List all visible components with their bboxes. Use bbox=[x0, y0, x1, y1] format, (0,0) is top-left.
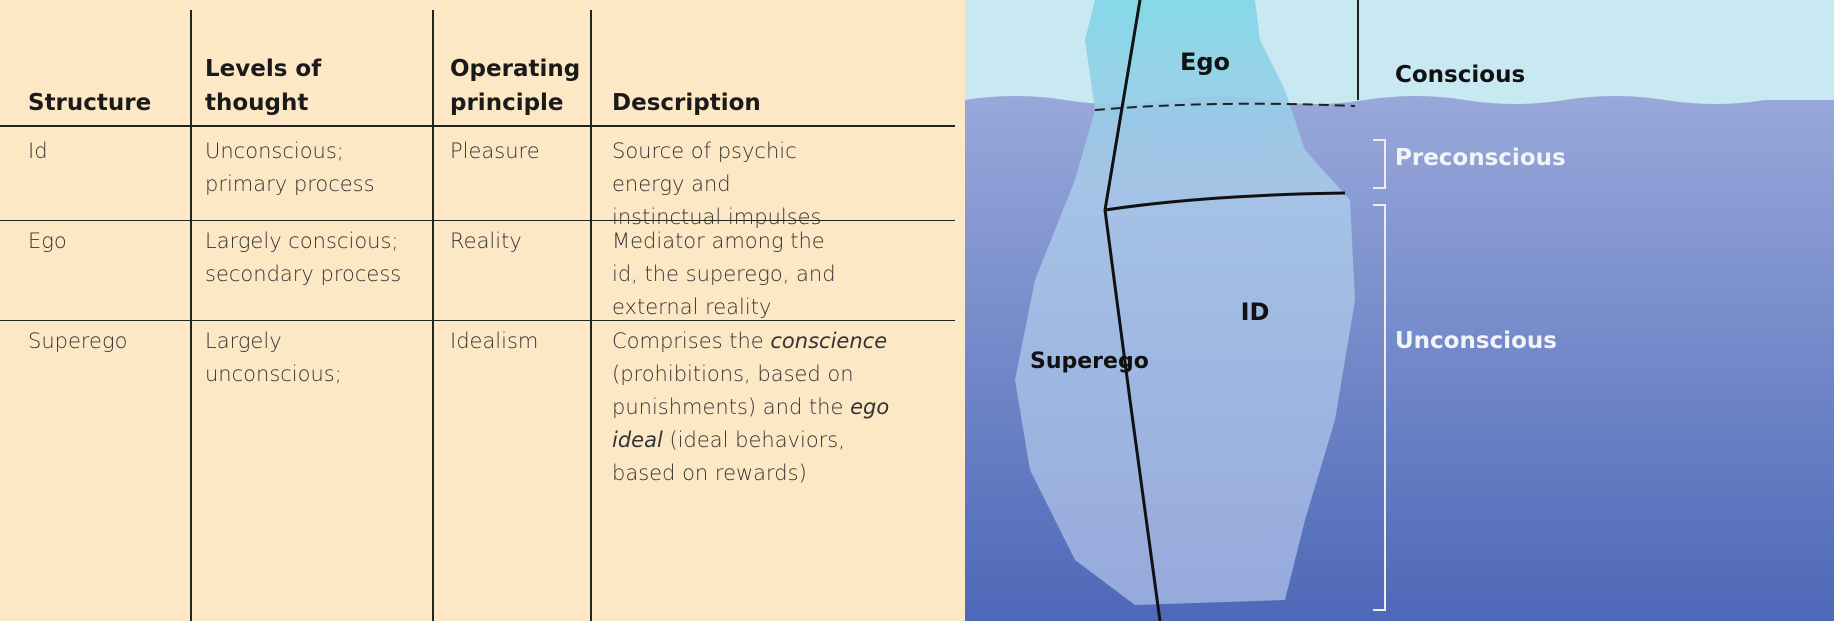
cell-line: Id bbox=[28, 139, 48, 163]
table-cell: Unconscious; primary process bbox=[205, 135, 450, 201]
cell-line: Largely bbox=[205, 329, 282, 353]
superego-label: Superego bbox=[1030, 349, 1149, 374]
iceberg bbox=[1015, 0, 1355, 605]
table-cell: Superego bbox=[28, 325, 208, 358]
table-cell: Reality bbox=[450, 225, 610, 258]
table-cell: Ego bbox=[28, 225, 208, 258]
cell-line: Comprises the conscience bbox=[612, 325, 972, 358]
cell-line: Unconscious; bbox=[205, 139, 344, 163]
iceberg-diagram: Ego ID Superego Conscious Preconscious U… bbox=[965, 0, 1834, 621]
cell-line: based on rewards) bbox=[612, 461, 807, 485]
text-run: (ideal behaviors, bbox=[662, 428, 845, 452]
cell-line: id, the superego, and bbox=[612, 262, 836, 286]
ego-label: Ego bbox=[1180, 48, 1230, 76]
preconscious-label: Preconscious bbox=[1395, 145, 1566, 171]
conscious-label: Conscious bbox=[1395, 62, 1525, 88]
cell-line: Pleasure bbox=[450, 139, 540, 163]
cell-line: energy and bbox=[612, 172, 731, 196]
column-header: Structure bbox=[28, 90, 152, 116]
cell-line: Mediator among the bbox=[612, 229, 825, 253]
cell-line: Idealism bbox=[450, 329, 539, 353]
column-rule bbox=[590, 10, 592, 621]
table-cell: Mediator among the id, the superego, and e… bbox=[612, 225, 972, 324]
cell-line: Superego bbox=[28, 329, 128, 353]
column-header: Operating principle bbox=[450, 56, 581, 116]
waterline bbox=[1094, 102, 1356, 111]
level-brackets bbox=[1373, 139, 1386, 611]
text-run: ideal bbox=[612, 428, 663, 452]
row-rule bbox=[0, 220, 955, 221]
table-cell: Largely unconscious; bbox=[205, 325, 450, 391]
table-cell: Largely conscious; secondary process bbox=[205, 225, 450, 291]
unconscious-label: Unconscious bbox=[1395, 328, 1557, 354]
cell-line: primary process bbox=[205, 172, 375, 196]
table-cell: Source of psychic energy and instinctual i… bbox=[612, 135, 972, 234]
column-rule bbox=[432, 10, 434, 621]
preconscious-boundary bbox=[1104, 191, 1346, 212]
id-label: ID bbox=[1241, 298, 1270, 326]
column-rule bbox=[190, 10, 192, 621]
cell-line: ideal (ideal behaviors, bbox=[612, 424, 972, 457]
text-run: Comprises the bbox=[612, 329, 771, 353]
text-run: conscience bbox=[770, 329, 888, 353]
cell-line: instinctual impulses bbox=[612, 205, 822, 229]
text-run: ego bbox=[850, 395, 890, 419]
text-run: punishments) and the bbox=[612, 395, 851, 419]
column-header: Levels of thought bbox=[205, 56, 322, 116]
table-cell: Id bbox=[28, 135, 208, 168]
row-rule bbox=[0, 320, 955, 321]
cell-line: external reality bbox=[612, 295, 772, 319]
table-cell: Comprises the conscience (prohibitions, b… bbox=[612, 325, 972, 490]
cell-line: (prohibitions, based on bbox=[612, 362, 854, 386]
cell-line: unconscious; bbox=[205, 362, 342, 386]
cell-line: punishments) and the ego bbox=[612, 391, 972, 424]
table-cell: Pleasure bbox=[450, 135, 610, 168]
cell-line: Reality bbox=[450, 229, 522, 253]
cell-line: Ego bbox=[28, 229, 67, 253]
cell-line: secondary process bbox=[205, 262, 402, 286]
header-rule bbox=[0, 125, 955, 127]
column-header: Description bbox=[612, 90, 761, 116]
ego-superego-boundary bbox=[1103, 0, 1162, 621]
cell-line: Largely conscious; bbox=[205, 229, 399, 253]
cell-line: Source of psychic bbox=[612, 139, 797, 163]
table-cell: Idealism bbox=[450, 325, 610, 358]
